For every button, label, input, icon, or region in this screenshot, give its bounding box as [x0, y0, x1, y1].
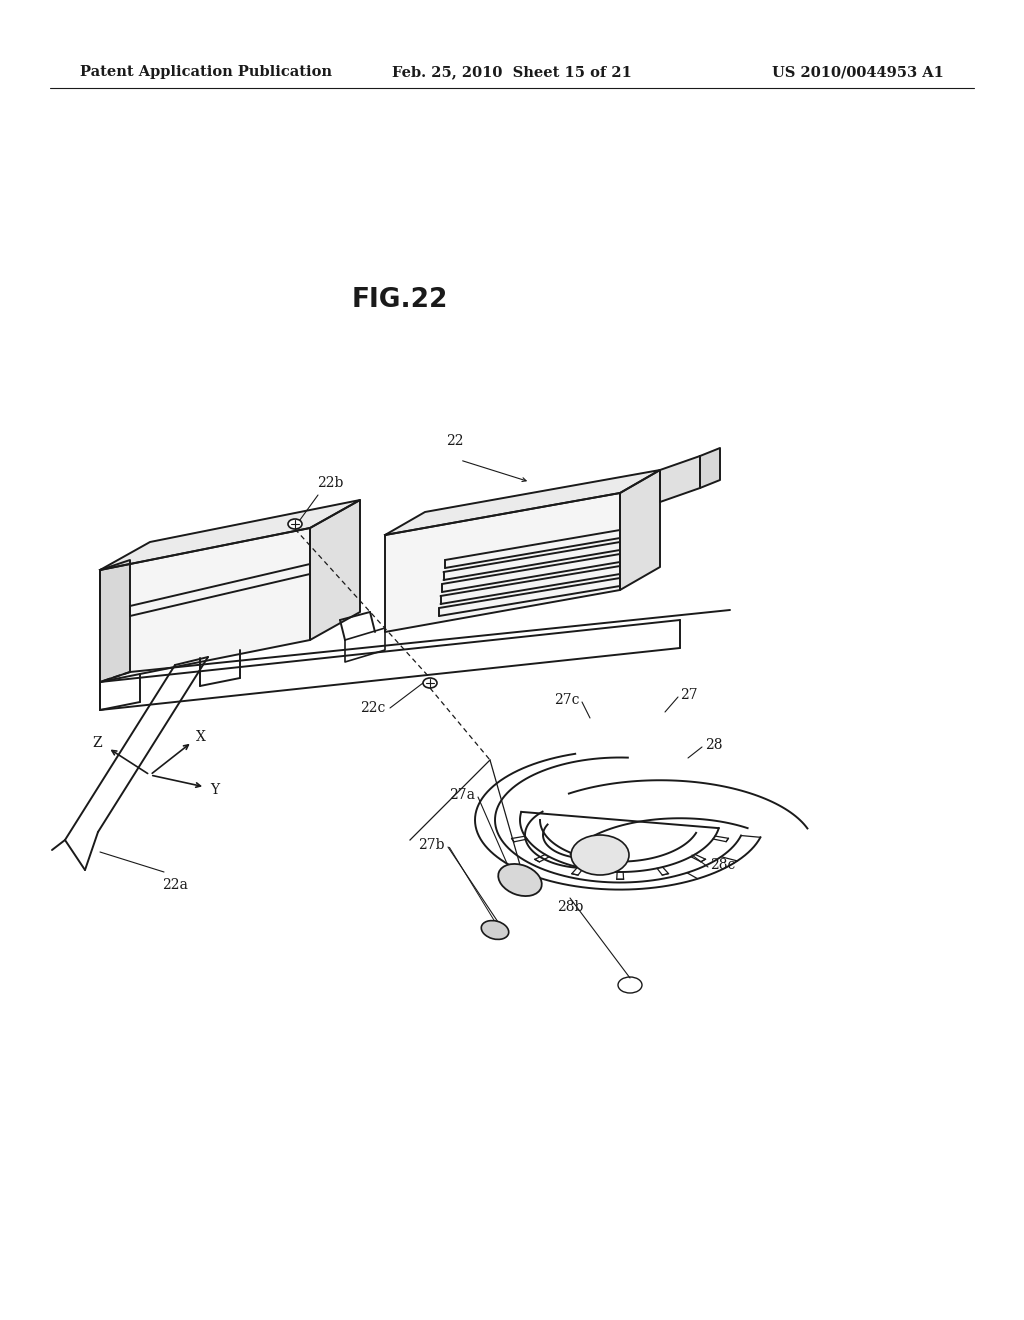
Ellipse shape [288, 519, 302, 529]
Ellipse shape [481, 920, 509, 940]
Polygon shape [700, 447, 720, 488]
Ellipse shape [571, 836, 629, 875]
Text: 28c: 28c [710, 858, 735, 873]
Polygon shape [100, 560, 130, 682]
Ellipse shape [499, 865, 542, 896]
Text: 27a: 27a [449, 788, 475, 803]
Polygon shape [385, 470, 660, 535]
Text: 22c: 22c [359, 701, 385, 715]
Text: 27: 27 [680, 688, 697, 702]
Text: US 2010/0044953 A1: US 2010/0044953 A1 [772, 65, 944, 79]
Text: Patent Application Publication: Patent Application Publication [80, 65, 332, 79]
Polygon shape [100, 500, 360, 570]
Text: 22a: 22a [162, 878, 188, 892]
Polygon shape [620, 470, 660, 590]
Text: 22: 22 [446, 434, 464, 447]
Text: Y: Y [210, 783, 219, 797]
Ellipse shape [423, 678, 437, 688]
Polygon shape [385, 492, 620, 632]
Text: 28: 28 [705, 738, 723, 752]
Polygon shape [345, 628, 385, 663]
Text: Z: Z [92, 737, 102, 750]
Text: X: X [196, 730, 206, 744]
Text: 22b: 22b [316, 477, 343, 490]
Text: 27c: 27c [555, 693, 580, 708]
Text: Feb. 25, 2010  Sheet 15 of 21: Feb. 25, 2010 Sheet 15 of 21 [392, 65, 632, 79]
Text: 28b: 28b [557, 900, 584, 913]
Polygon shape [660, 455, 700, 502]
Polygon shape [100, 528, 310, 682]
Polygon shape [310, 500, 360, 640]
Text: 27b: 27b [419, 838, 445, 851]
Text: FIG.22: FIG.22 [352, 286, 449, 313]
